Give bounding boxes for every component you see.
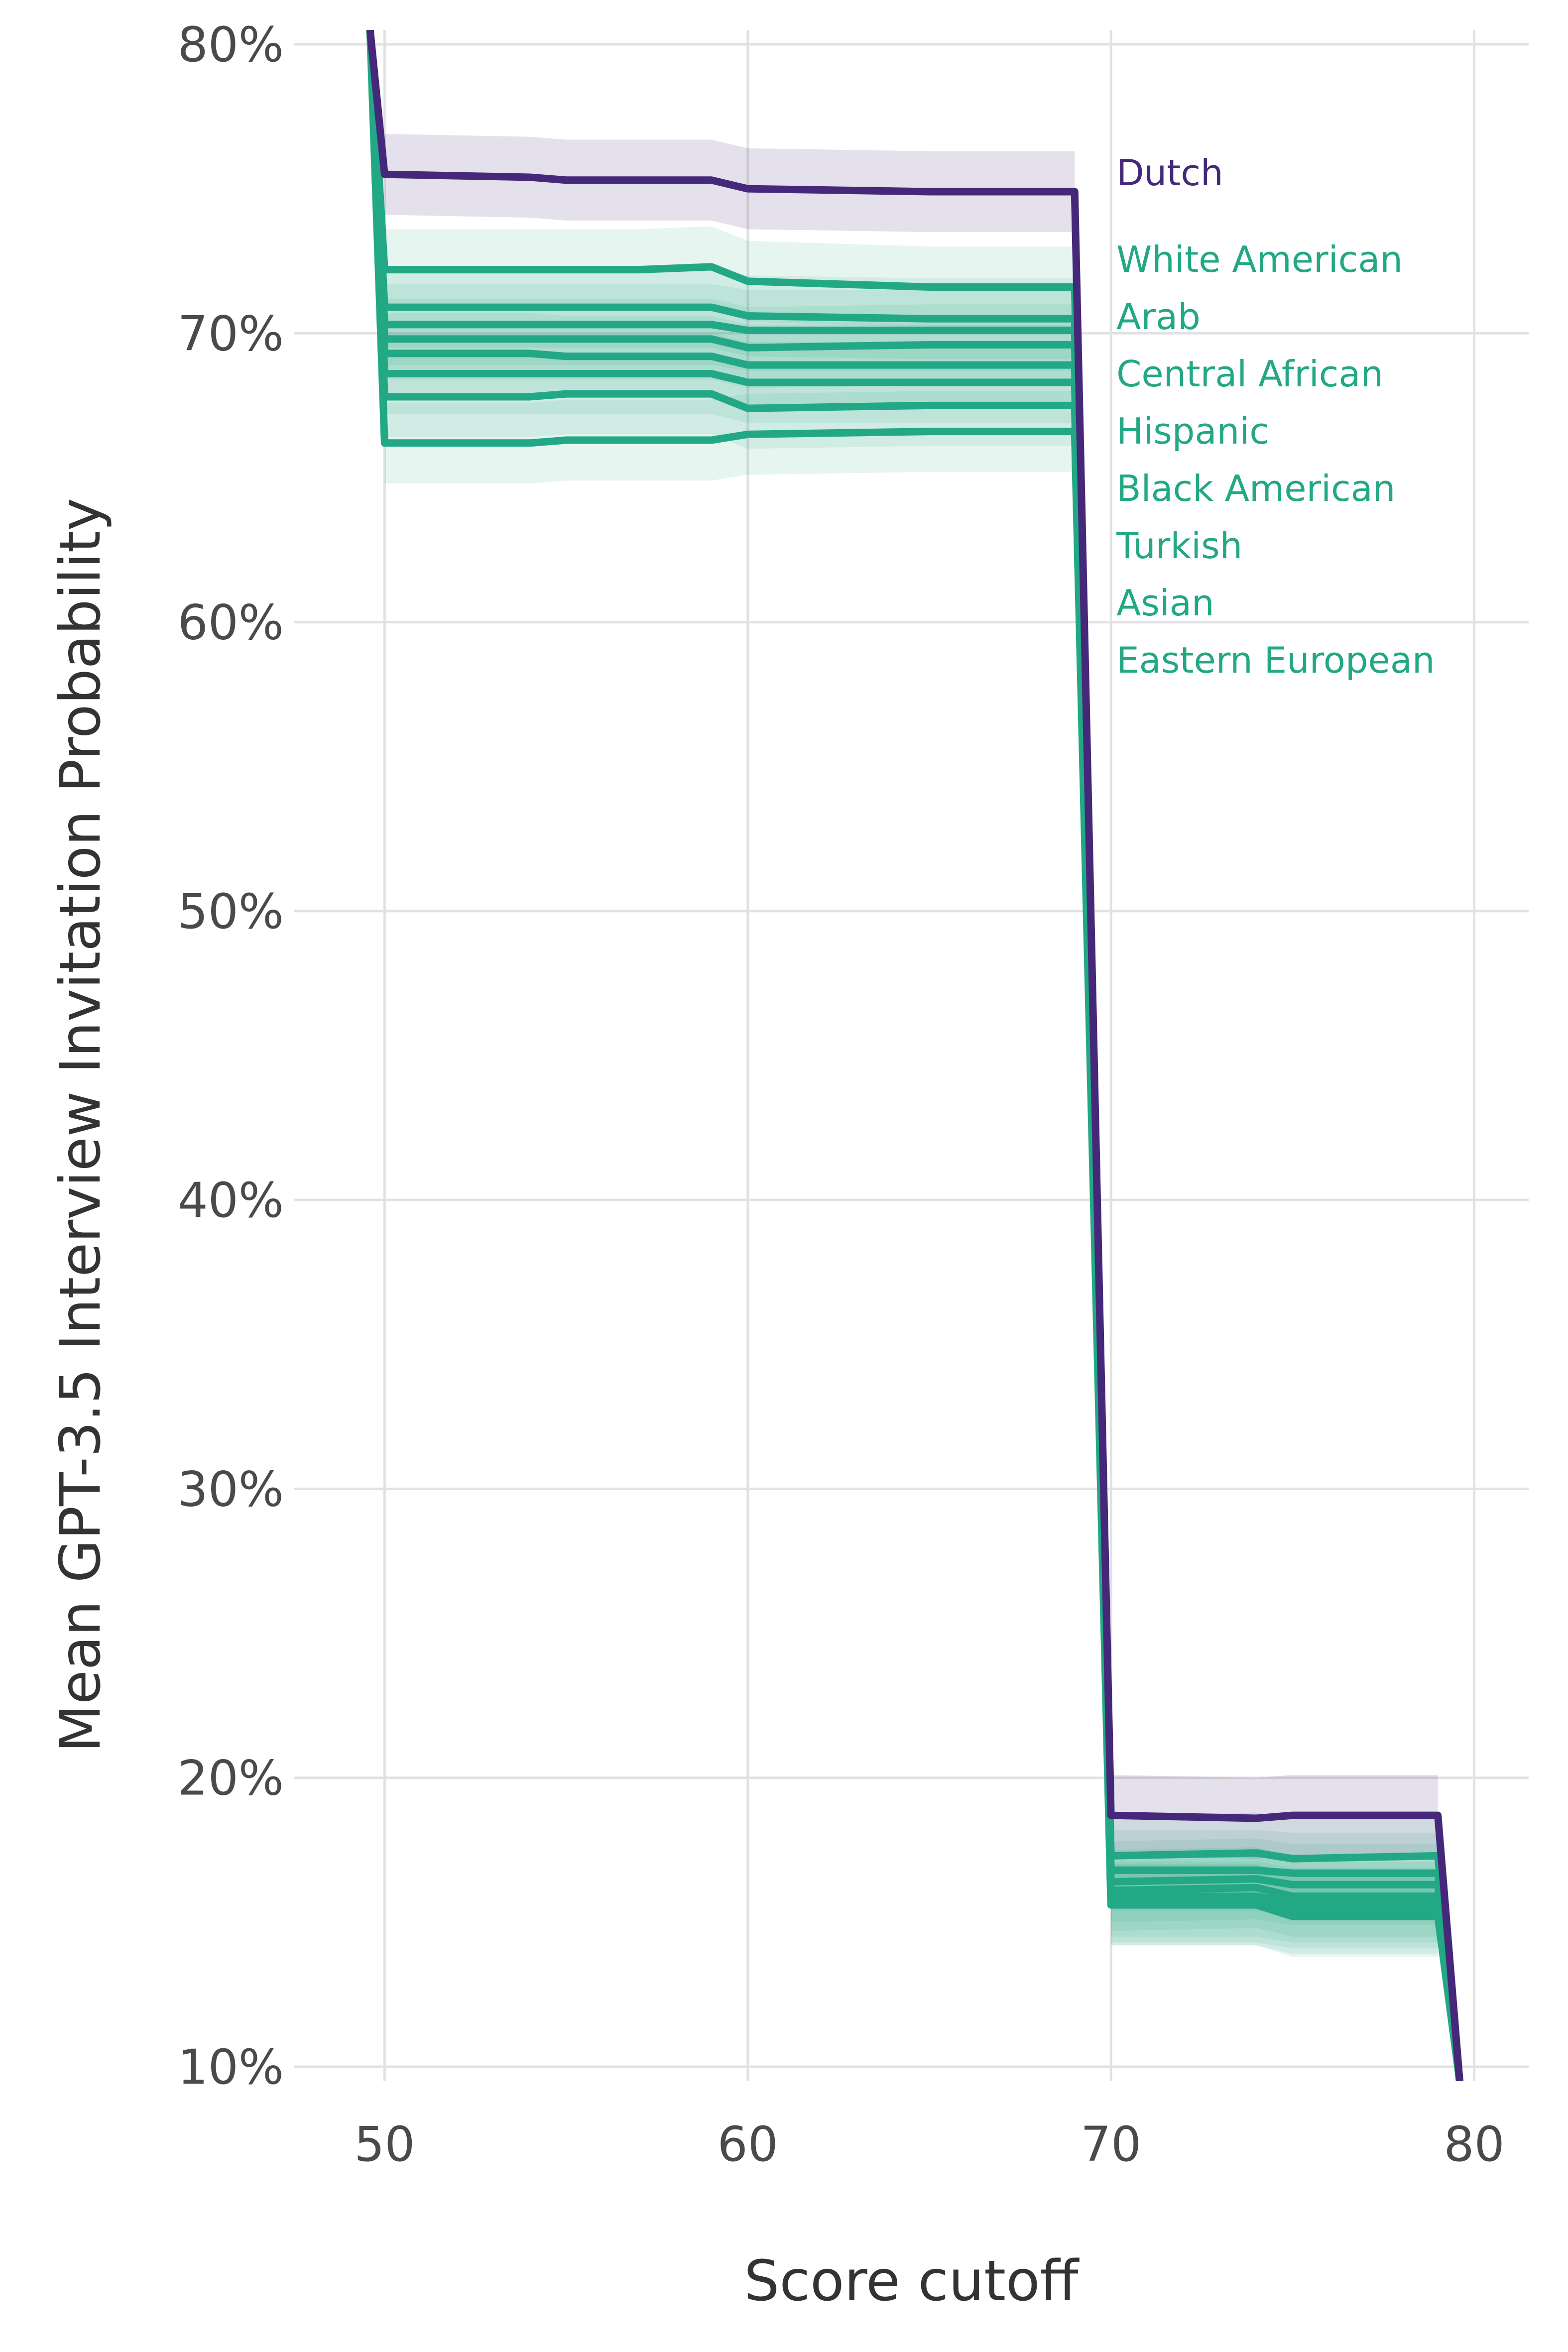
series-line (366, 30, 1463, 2081)
series-line (366, 30, 1463, 2081)
x-axis-ticks: 50 60 70 80 (354, 2117, 1504, 2172)
y-tick-label: 40% (178, 1173, 284, 1228)
series-label: Eastern European (1116, 639, 1435, 681)
y-tick-label: 10% (178, 2039, 284, 2095)
y-tick-label: 70% (178, 306, 284, 361)
series-label: Black American (1116, 468, 1395, 509)
series-line (366, 30, 1463, 2081)
y-axis-ticks: 10% 20% 30% 40% 50% 60% 70% 80% (178, 17, 284, 2095)
series-label: Turkish (1116, 525, 1242, 567)
series-line (366, 30, 1463, 2081)
x-tick-label: 70 (1081, 2117, 1141, 2172)
x-tick-label: 60 (718, 2117, 778, 2172)
y-axis-title: Mean GPT-3.5 Interview Invitation Probab… (48, 498, 113, 1753)
series-label: White American (1116, 238, 1403, 280)
series-label: Dutch (1116, 152, 1223, 194)
x-tick-label: 80 (1444, 2117, 1505, 2172)
series-label: Central African (1116, 353, 1383, 395)
y-tick-label: 30% (178, 1461, 284, 1517)
series-lines (366, 30, 1463, 2081)
x-tick-label: 50 (354, 2117, 415, 2172)
series-line (366, 30, 1463, 2081)
y-tick-label: 60% (178, 595, 284, 651)
y-tick-label: 80% (178, 17, 284, 73)
series-line (366, 30, 1463, 2081)
y-tick-label: 20% (178, 1751, 284, 1806)
series-label: Hispanic (1116, 410, 1269, 452)
x-axis-title: Score cutoff (744, 2249, 1080, 2314)
series-line (366, 30, 1463, 2081)
series-label: Asian (1116, 582, 1214, 624)
y-tick-label: 50% (178, 884, 284, 940)
grid (294, 30, 1529, 2081)
series-line (366, 30, 1463, 2081)
series-labels: Dutch White American Arab Central African Hi… (1116, 152, 1435, 681)
series-label: Arab (1116, 296, 1201, 338)
